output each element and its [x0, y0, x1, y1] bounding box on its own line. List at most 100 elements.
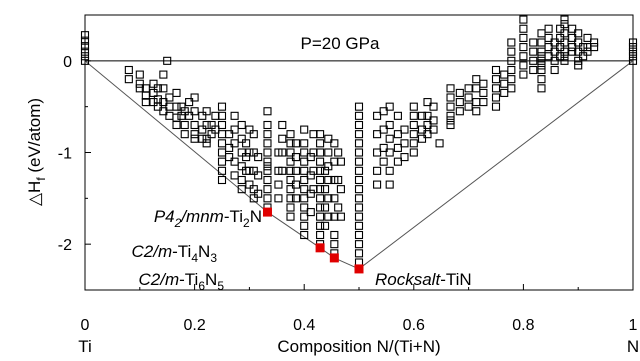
data-point	[479, 79, 488, 88]
data-point	[446, 102, 455, 111]
data-point	[491, 84, 501, 93]
data-point	[354, 212, 364, 221]
data-point	[278, 120, 287, 130]
data-point	[217, 120, 227, 130]
data-point	[324, 194, 333, 203]
data-point	[446, 111, 455, 120]
data-point	[354, 120, 364, 130]
data-point	[286, 148, 295, 157]
y-axis-label-unit: (eV/atom)	[25, 98, 44, 177]
data-point	[354, 240, 364, 249]
data-point	[590, 38, 599, 47]
stable-phase-point	[315, 243, 325, 253]
data-point	[429, 116, 438, 125]
data-point	[300, 125, 309, 134]
data-point	[254, 189, 263, 198]
data-point	[135, 84, 144, 93]
data-point	[230, 111, 239, 120]
data-point	[211, 111, 220, 120]
data-point	[354, 185, 364, 194]
data-point	[519, 15, 528, 24]
data-point	[400, 139, 409, 148]
stable-phase-points	[262, 207, 364, 274]
data-point	[237, 185, 246, 194]
data-point	[472, 75, 481, 84]
data-point	[300, 221, 309, 230]
data-point	[491, 75, 501, 84]
data-point	[324, 134, 333, 143]
data-point	[423, 111, 432, 120]
data-point	[574, 29, 583, 38]
data-point	[172, 113, 181, 122]
data-point	[446, 93, 455, 102]
data-point	[320, 185, 330, 194]
data-point	[202, 107, 211, 116]
data-point	[409, 102, 418, 111]
data-point	[574, 56, 583, 65]
data-point	[249, 166, 258, 175]
phase-label-part: -TiN	[440, 270, 471, 289]
data-point	[245, 166, 254, 175]
data-point	[579, 52, 588, 61]
data-point	[537, 52, 546, 61]
phase-label-part: -Ti	[179, 270, 198, 289]
data-point	[385, 166, 394, 175]
data-point	[135, 79, 144, 88]
data-point	[550, 56, 559, 65]
data-point	[286, 130, 295, 139]
data-point	[245, 125, 254, 134]
data-point	[306, 189, 315, 198]
data-point	[529, 65, 538, 75]
phase-label: Rocksalt-TiN	[375, 270, 472, 289]
phase-label-part: N	[250, 207, 262, 226]
data-point	[163, 56, 172, 65]
data-point	[583, 43, 592, 52]
data-point	[354, 111, 364, 120]
data-point	[550, 47, 559, 56]
data-point	[537, 75, 546, 84]
data-point	[198, 125, 207, 134]
data-point	[519, 70, 528, 79]
data-point	[180, 130, 189, 139]
data-point	[529, 47, 538, 56]
data-point	[435, 139, 444, 148]
phase-label-part: 4	[191, 251, 198, 265]
data-point	[245, 148, 254, 157]
data-point	[316, 175, 325, 185]
data-point	[354, 249, 364, 258]
data-point	[237, 134, 246, 143]
data-point	[316, 139, 325, 148]
data-point	[286, 139, 295, 148]
data-point	[217, 157, 227, 166]
phase-label-part: 2	[174, 216, 182, 230]
x-axis-label: Composition N/(Ti+N)	[277, 337, 440, 356]
data-point	[556, 52, 565, 61]
data-point	[560, 47, 569, 56]
data-point	[225, 153, 234, 162]
data-point	[336, 157, 345, 166]
data-point	[190, 134, 199, 143]
data-point	[574, 61, 583, 70]
data-point	[373, 130, 382, 139]
data-point	[291, 139, 301, 148]
x-tick-label: 0.4	[293, 317, 315, 334]
data-point	[479, 88, 488, 97]
data-point	[446, 120, 455, 130]
data-point	[334, 175, 343, 185]
data-point	[190, 107, 199, 116]
data-point	[320, 221, 330, 230]
data-point	[190, 120, 199, 130]
data-point	[500, 88, 509, 97]
data-point	[159, 70, 168, 79]
data-point	[286, 203, 295, 212]
data-point	[379, 125, 388, 134]
data-point	[263, 185, 272, 194]
data-point	[153, 84, 162, 93]
data-point	[316, 185, 325, 194]
data-point	[537, 56, 546, 65]
data-point	[141, 91, 150, 100]
data-point	[579, 43, 588, 52]
data-point	[278, 134, 287, 143]
data-point	[237, 120, 246, 130]
data-point	[225, 143, 234, 152]
